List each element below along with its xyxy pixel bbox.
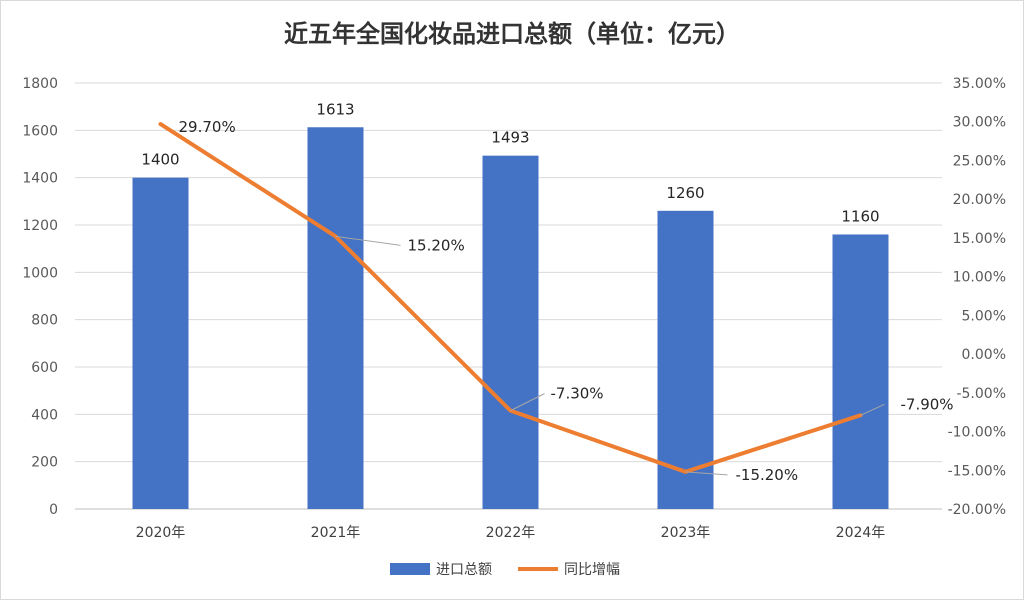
- line-data-label: -7.30%: [551, 385, 604, 403]
- left-tick-label: 1800: [22, 76, 58, 92]
- bar: [657, 210, 714, 510]
- line-data-label: -7.90%: [901, 395, 954, 413]
- right-axis-ticks: -20.00% -15.00% -10.00% -5.00% 0.00% 5.00% 10.…: [948, 76, 1006, 518]
- category-label: 2021年: [311, 525, 361, 541]
- left-axis-ticks: 0 200 400 600 800 1000 1200 1400 1600 1800: [22, 76, 58, 518]
- category-label: 2023年: [661, 525, 711, 541]
- right-tick-label: 10.00%: [953, 270, 1006, 286]
- left-tick-label: 400: [31, 407, 58, 423]
- right-tick-label: 15.00%: [953, 231, 1006, 247]
- left-tick-label: 1600: [22, 123, 58, 139]
- leader-line: [510, 393, 545, 412]
- right-tick-label: 30.00%: [953, 115, 1006, 131]
- category-label: 2020年: [136, 525, 186, 541]
- gridlines: [75, 82, 942, 510]
- left-tick-label: 1200: [22, 218, 58, 234]
- bar: [832, 234, 889, 509]
- left-tick-label: 0: [49, 502, 58, 518]
- left-tick-label: 1000: [22, 265, 58, 281]
- line-data-label: 15.20%: [408, 236, 465, 254]
- right-tick-label: -10.00%: [948, 425, 1006, 441]
- right-tick-label: 20.00%: [953, 192, 1006, 208]
- category-label: 2022年: [486, 525, 536, 541]
- leader-line: [685, 471, 728, 476]
- bar-series: [132, 127, 889, 510]
- line-data-label: -15.20%: [736, 466, 799, 484]
- bar-data-label: 1160: [841, 207, 879, 225]
- bar-data-label: 1400: [141, 151, 179, 169]
- chart-title: 近五年全国化妆品进口总额（单位：亿元）: [284, 19, 740, 48]
- line-data-labels: 29.70% 15.20% -7.30% -15.20% -7.90%: [179, 118, 954, 484]
- right-tick-label: 0.00%: [962, 347, 1006, 363]
- bar-data-label: 1260: [666, 184, 704, 202]
- leader-line: [860, 403, 885, 416]
- bar: [132, 177, 189, 509]
- left-tick-label: 1400: [22, 171, 58, 187]
- right-tick-label: 25.00%: [953, 153, 1006, 169]
- bar-data-label: 1613: [316, 100, 354, 118]
- category-label: 2024年: [836, 525, 886, 541]
- left-tick-label: 600: [31, 360, 58, 376]
- left-tick-label: 800: [31, 313, 58, 329]
- legend-label-line: 同比增幅: [564, 562, 620, 578]
- legend: 进口总额 同比增幅: [390, 562, 620, 578]
- right-tick-label: 35.00%: [953, 76, 1006, 92]
- leader-line: [335, 235, 401, 246]
- line-data-label: 29.70%: [179, 118, 236, 136]
- bar-data-label: 1493: [491, 129, 529, 147]
- right-tick-label: -5.00%: [956, 386, 1006, 402]
- left-tick-label: 200: [31, 455, 58, 471]
- legend-label-bar: 进口总额: [436, 562, 492, 578]
- category-axis-labels: 2020年 2021年 2022年 2023年 2024年: [136, 525, 886, 541]
- right-tick-label: -15.00%: [948, 463, 1006, 479]
- bar: [482, 155, 539, 509]
- legend-swatch-bar: [390, 563, 430, 575]
- bar: [307, 127, 364, 510]
- right-tick-label: -20.00%: [948, 502, 1006, 518]
- bar-data-labels: 1400 1613 1493 1260 1160: [141, 100, 879, 225]
- right-tick-label: 5.00%: [962, 308, 1006, 324]
